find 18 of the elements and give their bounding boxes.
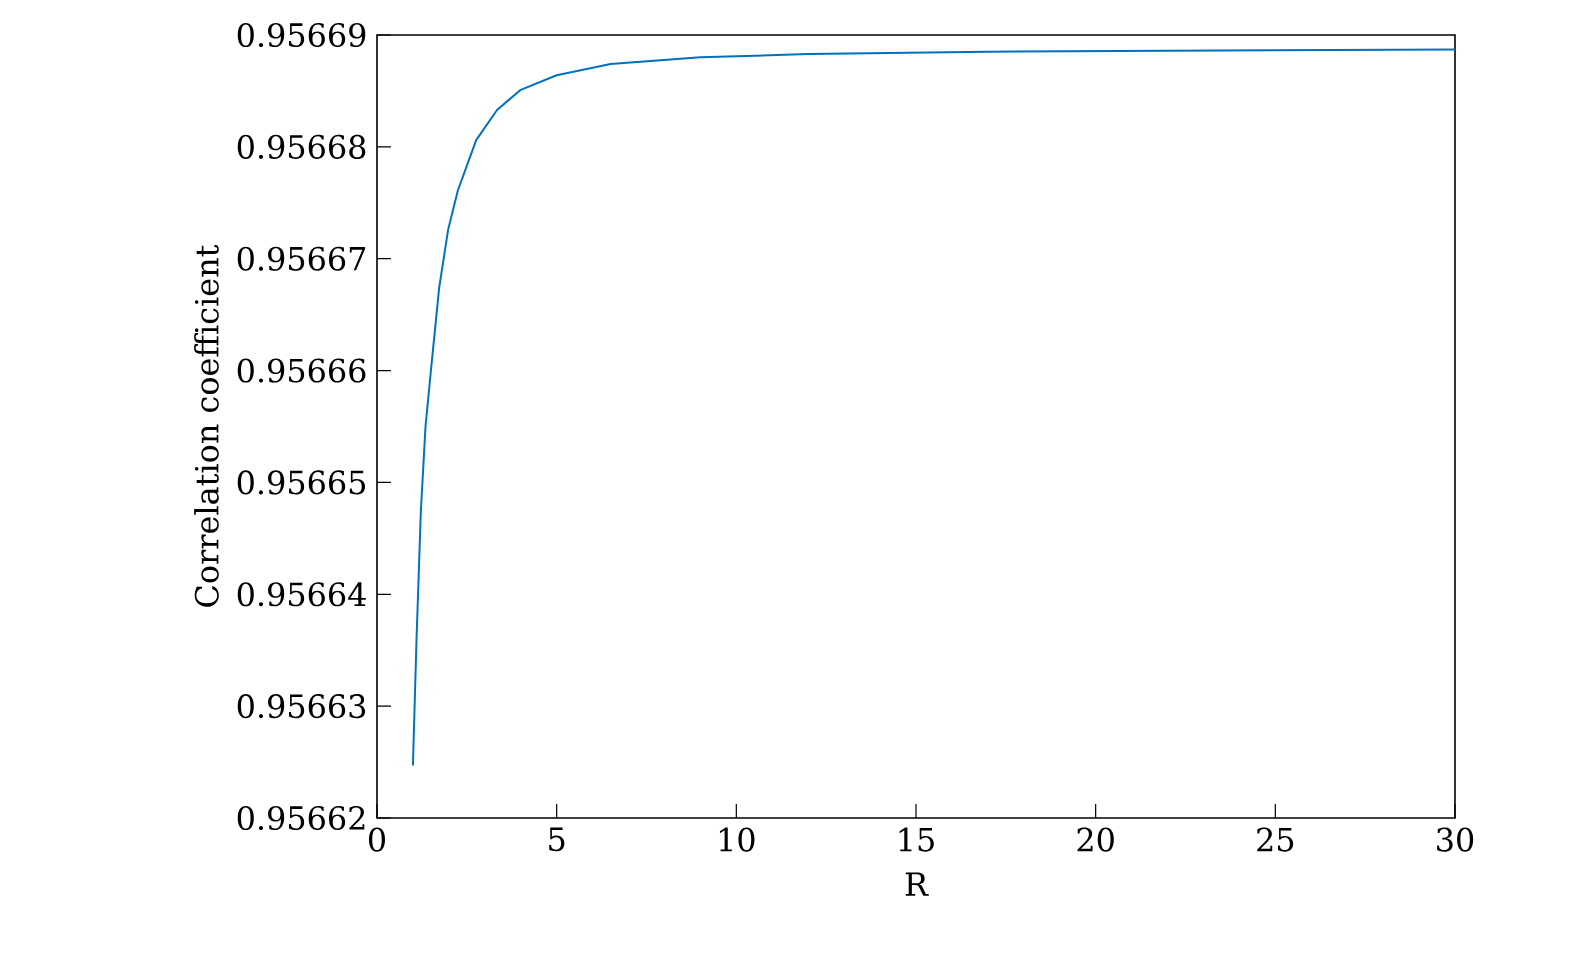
y-axis-title: Correlation coefficient xyxy=(194,244,219,607)
y-tick-label: 0.95667 xyxy=(237,246,366,271)
y-tick-label: 0.95668 xyxy=(237,134,366,159)
x-tick-label: 15 xyxy=(899,827,934,852)
y-tick-label: 0.95666 xyxy=(237,358,366,383)
x-tick-label: 20 xyxy=(1077,827,1114,852)
y-tick-label: 0.95664 xyxy=(237,582,366,607)
y-tick-label: 0.95669 xyxy=(237,22,366,48)
x-tick-label: 0 xyxy=(368,827,386,852)
y-tick-label: 0.95662 xyxy=(237,805,365,831)
x-axis-title: R xyxy=(905,872,929,896)
x-tick-label: 10 xyxy=(719,827,755,852)
line-series xyxy=(411,48,1455,767)
x-tick-label: 5 xyxy=(549,827,565,852)
y-tick-label: 0.95665 xyxy=(237,470,365,495)
x-tick-label: 30 xyxy=(1437,827,1474,852)
x-tick-label: 25 xyxy=(1257,827,1294,852)
y-tick-label: 0.95663 xyxy=(237,694,366,719)
